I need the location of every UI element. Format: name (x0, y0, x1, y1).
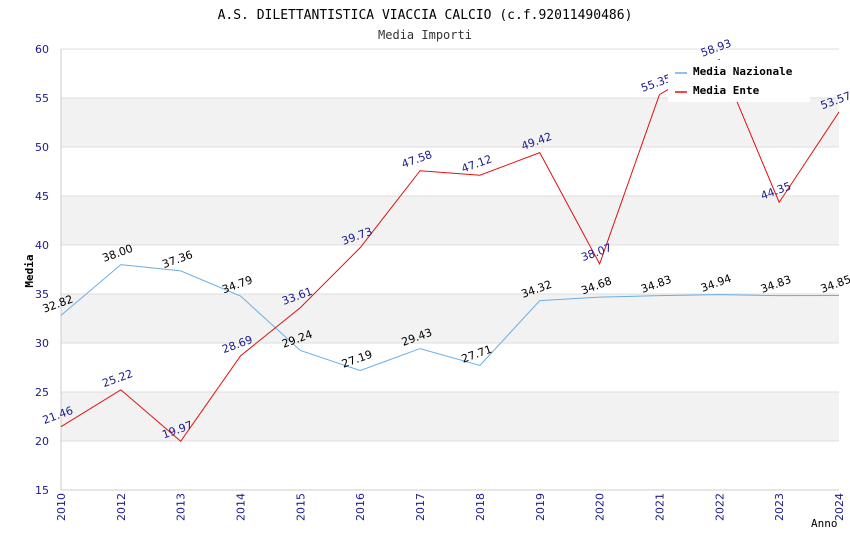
axes (60, 49, 839, 491)
y-tick-label: 45 (35, 190, 49, 203)
data-label: 34.94 (699, 272, 733, 295)
y-tick-label: 60 (35, 43, 49, 56)
x-tick-label: 2016 (354, 493, 367, 521)
y-tick-label: 15 (35, 484, 49, 497)
x-tick-label: 2024 (833, 493, 846, 521)
x-tick-label: 2019 (534, 493, 547, 521)
data-label: 58.93 (699, 37, 733, 60)
plot-band (61, 98, 839, 147)
y-axis-ticks: 15 20 25 30 35 40 45 50 55 60 (35, 43, 49, 497)
x-tick-label: 2022 (713, 493, 726, 521)
x-tick-label: 2017 (414, 493, 427, 521)
legend-label-media-nazionale: Media Nazionale (693, 65, 793, 78)
y-tick-label: 40 (35, 239, 49, 252)
x-tick-label: 2015 (294, 493, 307, 521)
y-tick-label: 20 (35, 435, 49, 448)
data-label: 34.83 (759, 273, 793, 296)
data-label: 47.58 (400, 148, 434, 171)
x-tick-label: 2013 (175, 493, 188, 521)
x-tick-label: 2010 (55, 493, 68, 521)
y-tick-label: 35 (35, 288, 49, 301)
x-axis-label: Anno (811, 517, 838, 530)
data-label: 34.83 (639, 273, 673, 296)
data-label: 34.85 (819, 273, 850, 296)
plot-band (61, 294, 839, 343)
x-tick-label: 2012 (115, 493, 128, 521)
plot-band (61, 196, 839, 245)
x-tick-label: 2023 (773, 493, 786, 521)
plot-band (61, 392, 839, 441)
chart-subtitle: Media Importi (378, 28, 472, 42)
x-tick-label: 2020 (594, 493, 607, 521)
y-axis-label: Media (23, 254, 36, 287)
data-label: 37.36 (160, 248, 194, 271)
x-axis-ticks: 2010 2012 2013 2014 2015 2016 2017 2018 2019 2020… (55, 493, 846, 521)
legend: Media Nazionale Media Ente (668, 60, 810, 102)
plot-bands (61, 98, 839, 441)
x-tick-label: 2018 (474, 493, 487, 521)
gridlines (61, 48, 839, 491)
data-label: 27.71 (460, 343, 494, 366)
chart-title: A.S. DILETTANTISTICA VIACCIA CALCIO (c.f… (218, 8, 633, 23)
legend-label-media-ente: Media Ente (693, 84, 760, 97)
y-tick-label: 50 (35, 141, 49, 154)
y-tick-label: 55 (35, 92, 49, 105)
y-tick-label: 30 (35, 337, 49, 350)
y-tick-label: 25 (35, 386, 49, 399)
data-label: 34.79 (220, 273, 254, 296)
x-tick-label: 2021 (653, 493, 666, 521)
x-tick-label: 2014 (235, 493, 248, 521)
series-line-media-nazionale (60, 264, 840, 372)
data-label: 25.22 (101, 367, 135, 390)
legend-box (668, 60, 810, 102)
